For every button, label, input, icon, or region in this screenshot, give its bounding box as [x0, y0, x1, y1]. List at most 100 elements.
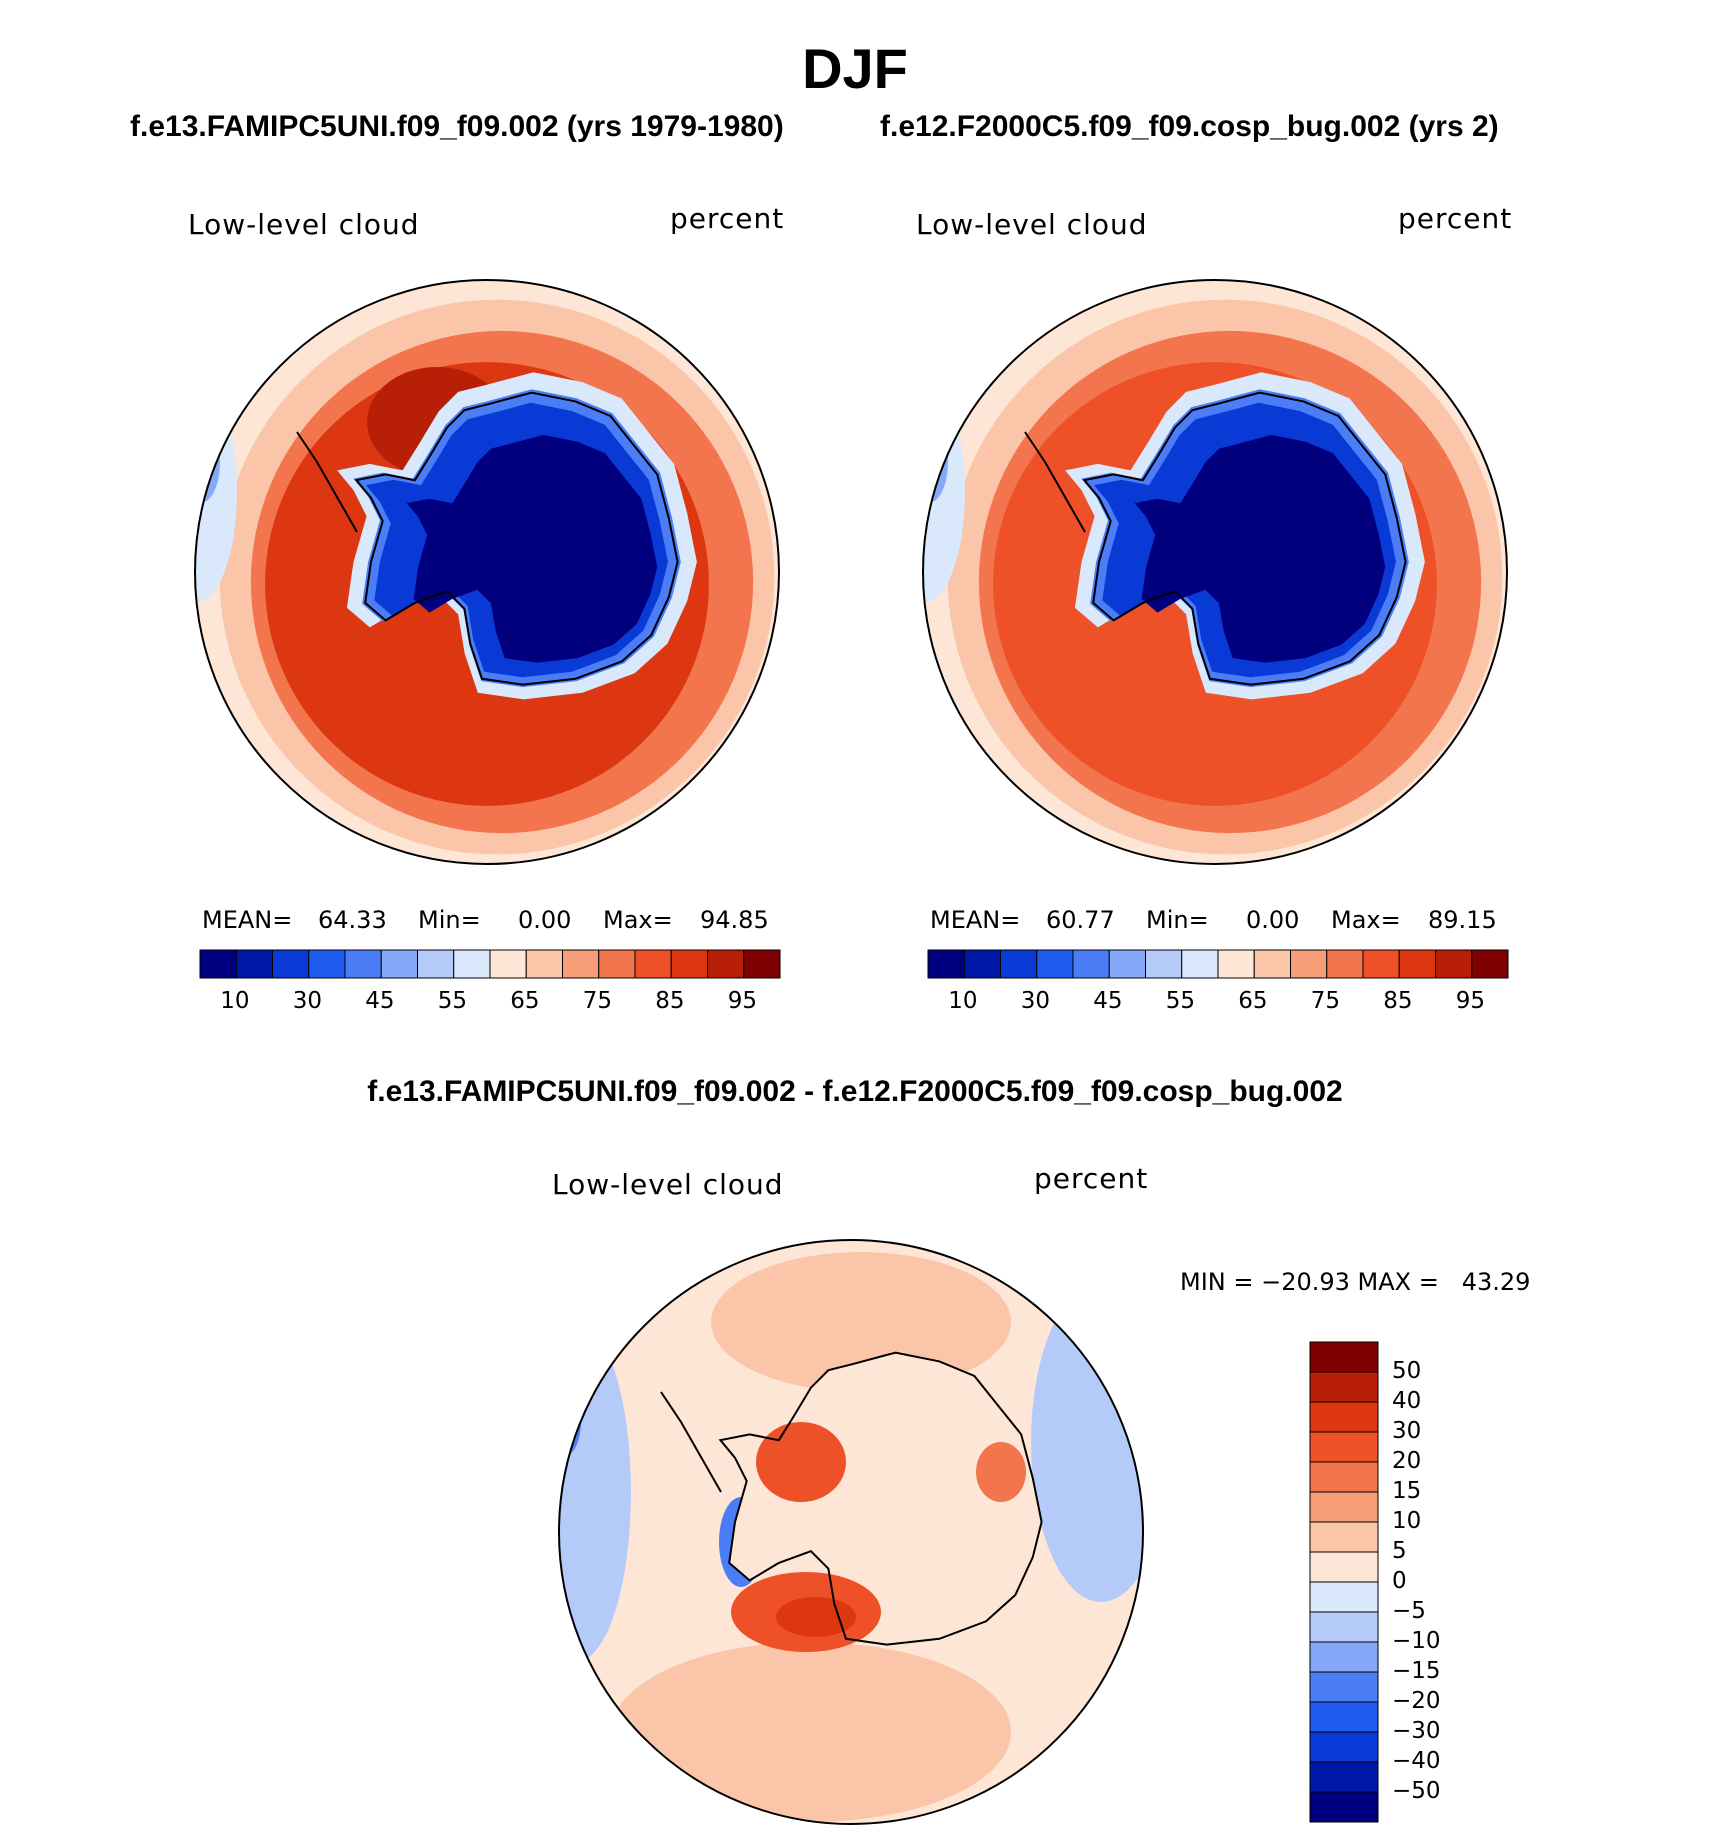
panel1-units-label: percent	[670, 202, 785, 235]
colorbar-tick-label: 95	[727, 988, 758, 1014]
panel1-max-label: Max=	[603, 906, 673, 934]
colorbar-swatch	[1309, 1731, 1379, 1763]
panel2-variable-label: Low-level cloud	[916, 208, 1148, 241]
panel1-max-value: 94.85	[700, 906, 769, 934]
panel3-min-max-label: MIN = −20.93 MAX = 43.29	[1180, 1268, 1531, 1296]
diff-negative-patch	[1031, 1282, 1143, 1602]
colorbar-swatch	[1471, 949, 1509, 979]
field-low-patch	[923, 382, 965, 602]
panel2-units-label: percent	[1398, 202, 1513, 235]
coastline	[1082, 391, 1407, 686]
colorbar-swatch	[562, 949, 600, 979]
colorbar-swatch	[1309, 1491, 1379, 1523]
continent-interior	[1134, 434, 1386, 663]
panel3-colorbar	[1309, 1341, 1379, 1823]
colorbar-swatch	[308, 949, 346, 979]
colorbar-swatch	[1000, 949, 1038, 979]
colorbar-tick-label: −15	[1392, 1658, 1441, 1684]
colorbar-tick-label: −20	[1392, 1688, 1441, 1714]
colorbar-swatch	[1309, 1371, 1379, 1403]
colorbar-swatch	[1181, 949, 1219, 979]
colorbar-swatch	[1309, 1761, 1379, 1793]
panel3-polar-map	[558, 1239, 1144, 1825]
colorbar-swatch	[272, 949, 310, 979]
colorbar-swatch	[1309, 1401, 1379, 1433]
panel2-min-label: Min=	[1146, 906, 1209, 934]
field-low-patch	[195, 422, 220, 502]
map3-field	[559, 1240, 1143, 1824]
colorbar-swatch	[1253, 949, 1291, 979]
colorbar-tick-label: 30	[1392, 1418, 1422, 1444]
panel2-polar-map	[922, 279, 1508, 865]
panel1-min-value: 0.00	[518, 906, 572, 934]
colorbar-swatch	[1309, 1461, 1379, 1493]
map1-field	[195, 280, 779, 864]
panel2-mean-label: MEAN=	[930, 906, 1021, 934]
colorbar-swatch	[1290, 949, 1328, 979]
colorbar-tick-label: −5	[1392, 1598, 1426, 1624]
colorbar-tick-label: 40	[1392, 1388, 1422, 1414]
diff-positive-patch	[976, 1442, 1026, 1502]
colorbar-swatch	[1309, 1341, 1379, 1373]
colorbar-swatch	[1309, 1521, 1379, 1553]
colorbar-swatch	[1326, 949, 1364, 979]
field-low-patch	[923, 422, 948, 502]
colorbar-swatch	[1108, 949, 1146, 979]
colorbar-swatch	[634, 949, 672, 979]
colorbar-swatch	[1309, 1611, 1379, 1643]
diff-negative-patch	[559, 1322, 631, 1662]
colorbar-swatch	[453, 949, 491, 979]
diff-positive-patch	[711, 1252, 1011, 1392]
colorbar-swatch	[670, 949, 708, 979]
colorbar-tick-label: 10	[948, 988, 978, 1014]
panel1-colorbar	[199, 949, 781, 979]
colorbar-tick-label: 45	[1093, 988, 1123, 1014]
diff-positive-patch	[756, 1422, 846, 1502]
panel2-max-value: 89.15	[1428, 906, 1497, 934]
colorbar-swatch	[598, 949, 636, 979]
colorbar-swatch	[1435, 949, 1473, 979]
colorbar-swatch	[1309, 1431, 1379, 1463]
diff-min-patch	[559, 1387, 581, 1457]
colorbar-swatch	[1072, 949, 1110, 979]
colorbar-swatch	[344, 949, 382, 979]
colorbar-tick-label: 15	[1392, 1478, 1422, 1504]
map-border	[922, 279, 1508, 865]
colorbar-tick-label: 0	[1392, 1568, 1407, 1594]
colorbar-swatch	[235, 949, 273, 979]
difference-title: f.e13.FAMIPC5UNI.f09_f09.002 - f.e12.F20…	[367, 1075, 1343, 1108]
panel1-variable-label: Low-level cloud	[188, 208, 420, 241]
colorbar-tick-label: −10	[1392, 1628, 1441, 1654]
colorbar-swatch	[199, 949, 237, 979]
colorbar-tick-label: 75	[582, 988, 613, 1014]
diff-positive-patch	[611, 1642, 1011, 1822]
colorbar-tick-label: 45	[365, 988, 395, 1014]
field-low-patch	[195, 382, 237, 602]
colorbar-swatch	[1309, 1671, 1379, 1703]
coastline	[718, 1351, 1043, 1646]
panel2-min-value: 0.00	[1246, 906, 1300, 934]
colorbar-swatch	[1309, 1791, 1379, 1823]
colorbar-tick-label: 55	[437, 988, 468, 1014]
coastline	[354, 391, 679, 686]
panel1-mean-label: MEAN=	[202, 906, 293, 934]
colorbar-tick-label: 65	[510, 988, 540, 1014]
colorbar-tick-label: 10	[220, 988, 250, 1014]
panel3-units-label: percent	[1034, 1162, 1149, 1195]
colorbar-tick-label: 20	[1392, 1448, 1422, 1474]
colorbar-swatch	[743, 949, 781, 979]
colorbar-tick-label: 95	[1455, 988, 1486, 1014]
colorbar-tick-label: 85	[655, 988, 685, 1014]
peninsula-coastline	[1024, 431, 1086, 533]
colorbar-tick-label: 85	[1383, 988, 1413, 1014]
colorbar-swatch	[1309, 1551, 1379, 1583]
panel2-max-label: Max=	[1331, 906, 1401, 934]
colorbar-swatch	[1309, 1641, 1379, 1673]
panel3-variable-label: Low-level cloud	[552, 1168, 784, 1201]
colorbar-tick-label: −50	[1392, 1778, 1441, 1804]
right-case-title: f.e12.F2000C5.f09_f09.cosp_bug.002 (yrs …	[880, 110, 1499, 143]
panel2-mean-value: 60.77	[1046, 906, 1115, 934]
map-border	[194, 279, 780, 865]
colorbar-swatch	[1309, 1701, 1379, 1733]
colorbar-swatch	[1309, 1581, 1379, 1613]
